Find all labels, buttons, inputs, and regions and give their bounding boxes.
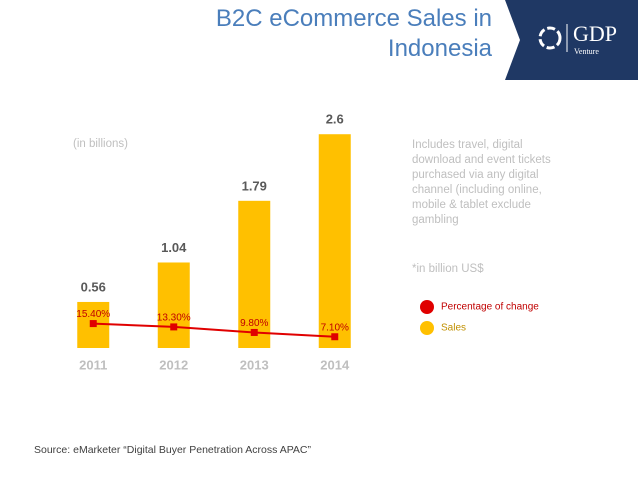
data-label: 7.10%: [321, 322, 349, 333]
data-label: 15.40%: [76, 309, 110, 320]
logo-box: [505, 0, 638, 80]
data-label: 9.80%: [240, 318, 268, 329]
chart-subtitle: (in billions): [73, 138, 128, 150]
bar: [157, 262, 190, 348]
data-label: 13.30%: [157, 313, 191, 324]
bar: [318, 134, 351, 348]
source: Source: eMarketer “Digital Buyer Penetra…: [34, 444, 312, 456]
title: B2C eCommerce Sales in Indonesia: [215, 5, 492, 62]
x-tick-label: 2014: [320, 357, 350, 372]
data-label: 0.56: [81, 279, 106, 294]
line-marker: [331, 333, 339, 341]
x-tick-label: 2011: [79, 357, 107, 372]
legend-swatch: [420, 300, 434, 314]
data-label: 1.79: [242, 178, 267, 193]
line: [93, 322, 335, 338]
legend-label: Sales: [441, 323, 466, 334]
note: *in billion US$: [412, 263, 484, 275]
data-label: 2.6: [326, 112, 344, 127]
logo-text: GDP: [573, 21, 617, 46]
line-marker: [89, 320, 97, 328]
line-marker: [170, 323, 178, 331]
note: Includes travel, digital download and ev…: [412, 139, 551, 226]
bar: [238, 200, 271, 348]
legend-label: Percentage of change: [441, 302, 539, 313]
logo-icon: [538, 26, 562, 50]
legend-swatch: [420, 321, 434, 335]
logo-subtext: Venture: [574, 47, 599, 56]
x-tick-label: 2013: [240, 357, 269, 372]
x-tick-label: 2012: [159, 357, 188, 372]
data-label: 1.04: [161, 240, 187, 255]
line-marker: [250, 328, 258, 336]
